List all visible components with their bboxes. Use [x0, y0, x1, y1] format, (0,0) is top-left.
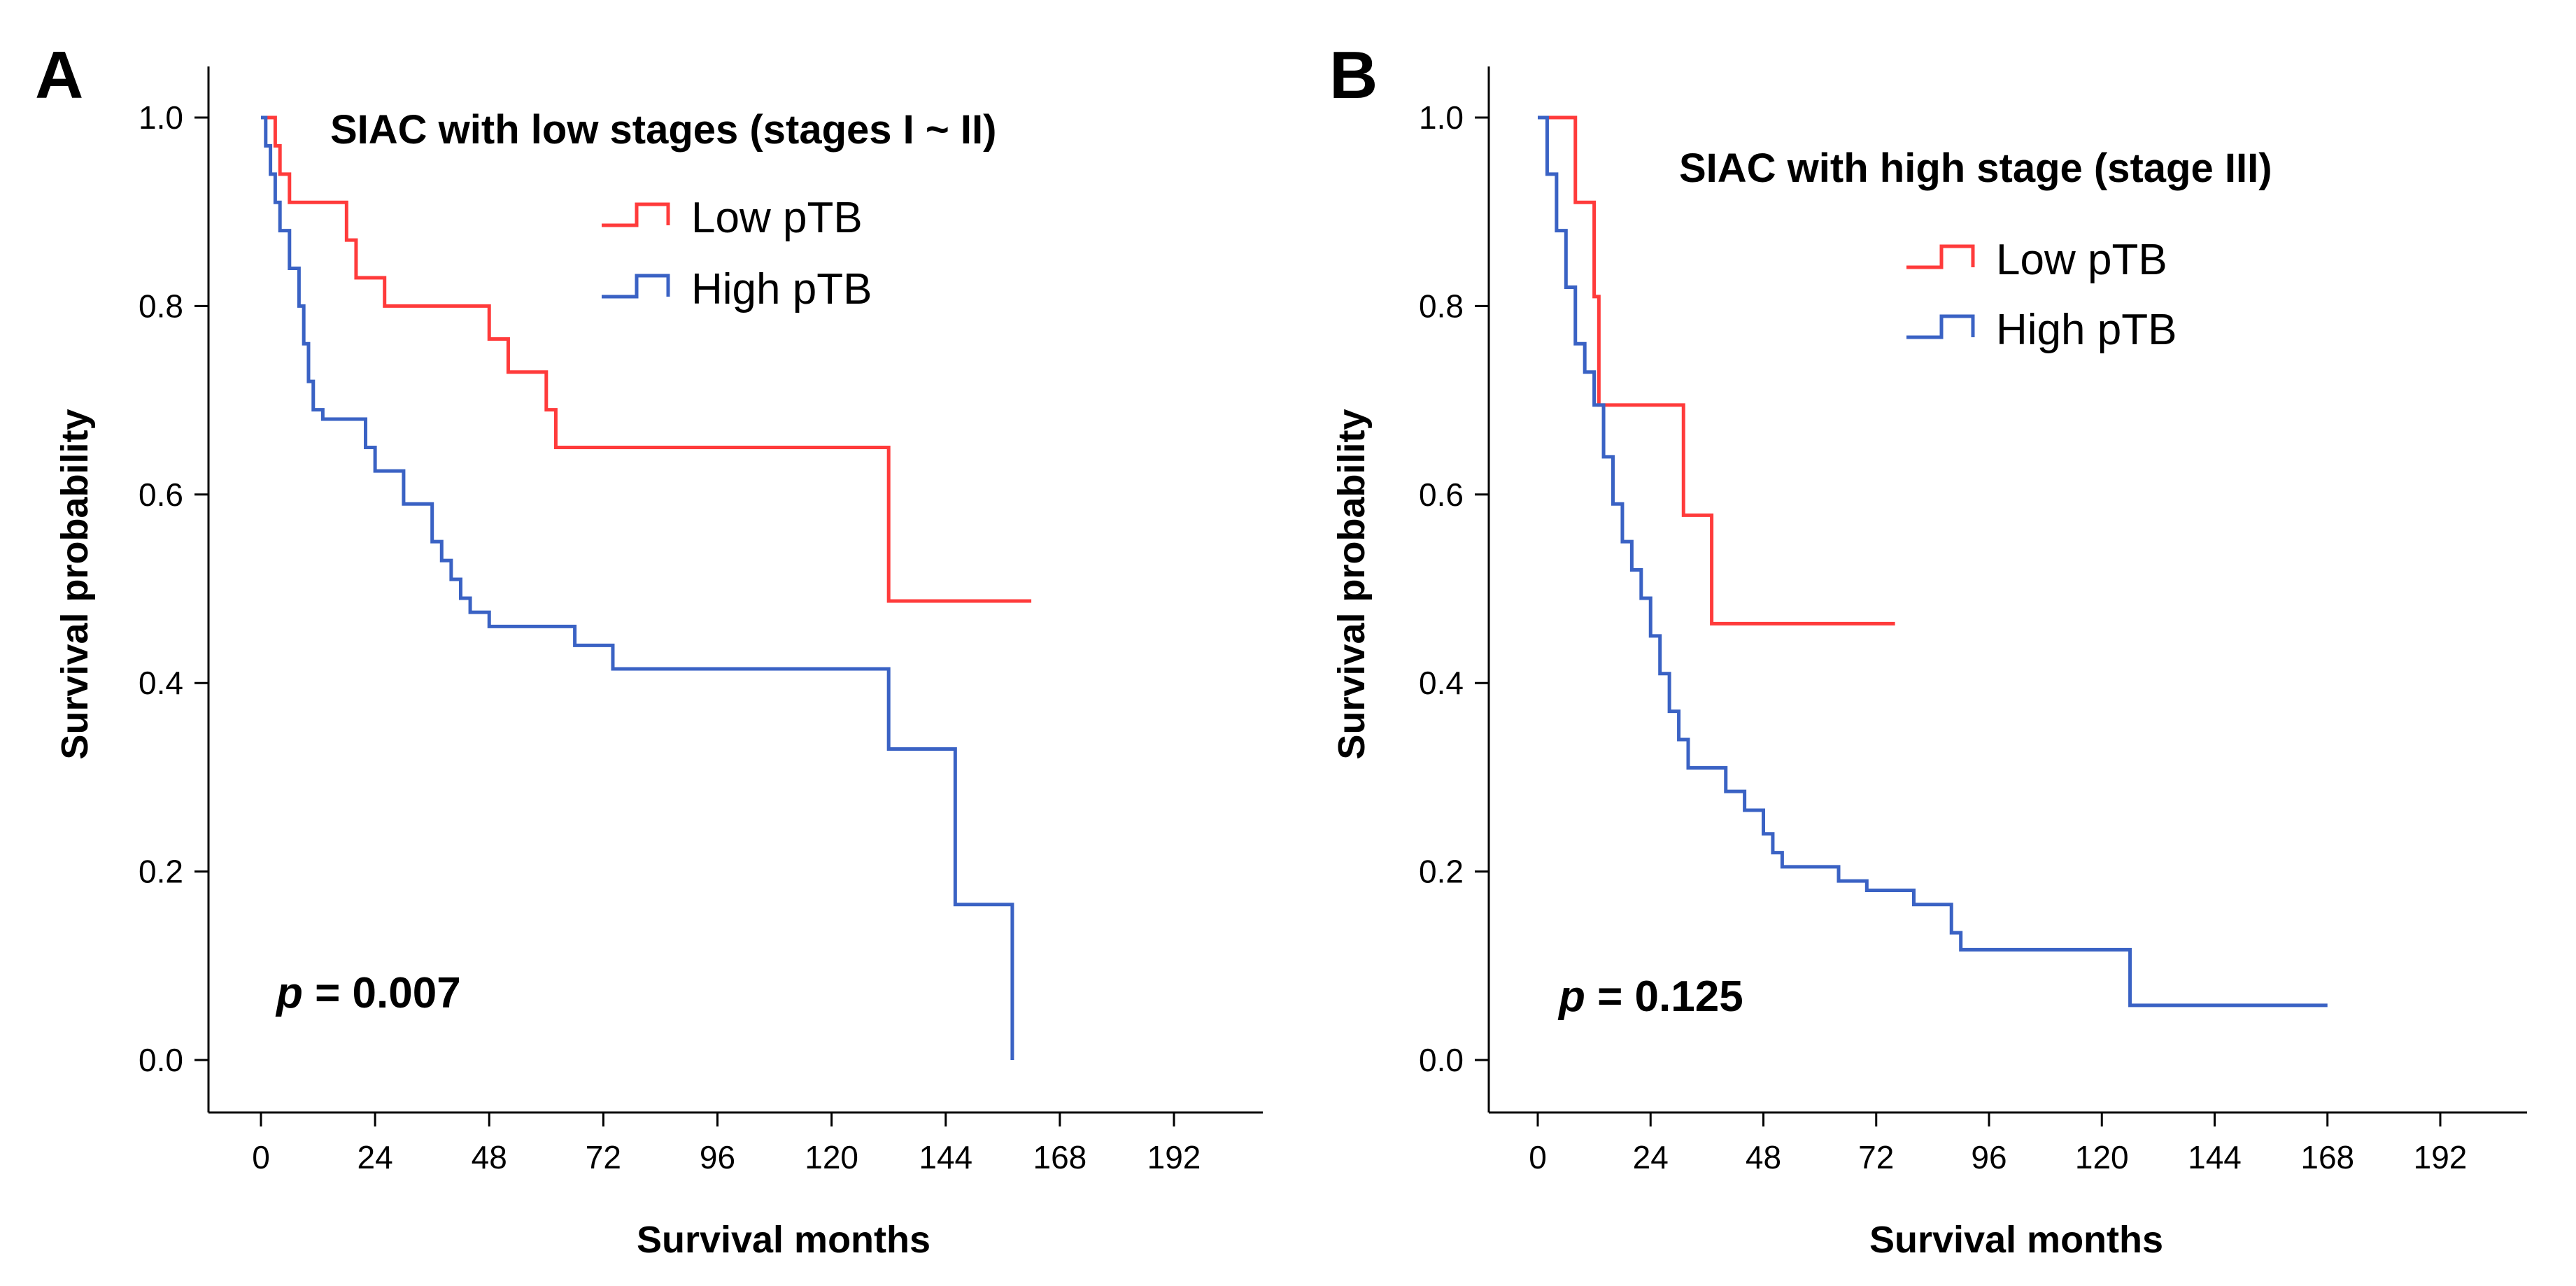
x-axis-label: Survival months [1869, 1219, 2163, 1261]
x-tick-label: 24 [358, 1139, 393, 1175]
y-tick-label: 1.0 [139, 99, 183, 136]
y-tick-label: 0.0 [139, 1042, 183, 1078]
p-value-annotation: p = 0.007 [275, 969, 461, 1017]
series-line-low-ptb [261, 115, 1032, 603]
legend-label: High pTB [691, 265, 872, 313]
x-tick-label: 24 [1633, 1139, 1669, 1175]
x-tick-label: 192 [1147, 1139, 1201, 1175]
y-tick-label: 0.2 [139, 854, 183, 890]
p-value-annotation: p = 0.125 [1557, 973, 1743, 1021]
x-tick-label: 72 [586, 1139, 621, 1175]
y-tick-label: 1.0 [1419, 99, 1464, 136]
legend-swatch [1906, 314, 1975, 339]
y-tick-label: 0.4 [139, 665, 183, 701]
series-line-high-ptb [1538, 115, 2328, 1008]
legend-swatch [602, 274, 670, 299]
legend-label: Low pTB [1996, 236, 2167, 284]
x-tick-label: 96 [1971, 1139, 2007, 1175]
legend-label: Low pTB [691, 194, 863, 242]
legend-swatch [1906, 244, 1975, 269]
series-line-high-ptb [261, 115, 1014, 1060]
y-tick-label: 0.4 [1419, 665, 1464, 701]
x-tick-label: 144 [2188, 1139, 2242, 1175]
y-axis-label: Survival probability [54, 409, 96, 759]
y-tick-label: 0.6 [1419, 476, 1464, 513]
panel-letter: B [1329, 38, 1378, 113]
x-tick-label: 168 [2300, 1139, 2354, 1175]
x-tick-label: 0 [1529, 1139, 1547, 1175]
p-value: = 0.007 [303, 969, 461, 1017]
chart-title: SIAC with low stages (stages I ~ II) [330, 107, 996, 153]
legend-swatch [602, 202, 670, 227]
y-tick-label: 0.8 [1419, 288, 1464, 324]
chart-panel-a: 0.0 0.2 0.4 0.6 0.8 1.0 0 24 48 72 96 120 144 168 192 S… [35, 38, 1263, 1261]
y-tick-label: 0.2 [1419, 854, 1464, 890]
series-line-low-ptb [1538, 115, 1895, 626]
panel-letter: A [35, 38, 83, 113]
x-tick-label: 192 [2414, 1139, 2468, 1175]
x-tick-label: 120 [805, 1139, 858, 1175]
y-axis-label: Survival probability [1331, 409, 1373, 759]
p-symbol: p [1557, 973, 1585, 1021]
x-tick-label: 0 [252, 1139, 270, 1175]
p-symbol: p [275, 969, 303, 1017]
x-tick-label: 72 [1858, 1139, 1894, 1175]
y-tick-label: 0.6 [139, 476, 183, 513]
x-tick-label: 48 [472, 1139, 507, 1175]
y-tick-label: 0.0 [1419, 1042, 1464, 1078]
chart-title: SIAC with high stage (stage III) [1679, 146, 2272, 191]
x-tick-label: 168 [1033, 1139, 1087, 1175]
x-tick-label: 48 [1746, 1139, 1781, 1175]
p-value: = 0.125 [1585, 973, 1743, 1021]
x-tick-label: 120 [2075, 1139, 2129, 1175]
y-tick-label: 0.8 [139, 288, 183, 324]
x-tick-label: 144 [919, 1139, 972, 1175]
x-tick-label: 96 [700, 1139, 735, 1175]
legend-label: High pTB [1996, 306, 2177, 354]
x-axis-label: Survival months [637, 1219, 930, 1261]
chart-panel-b: 0.0 0.2 0.4 0.6 0.8 1.0 0 24 48 72 96 120 144 168 192 S… [1329, 38, 2527, 1261]
